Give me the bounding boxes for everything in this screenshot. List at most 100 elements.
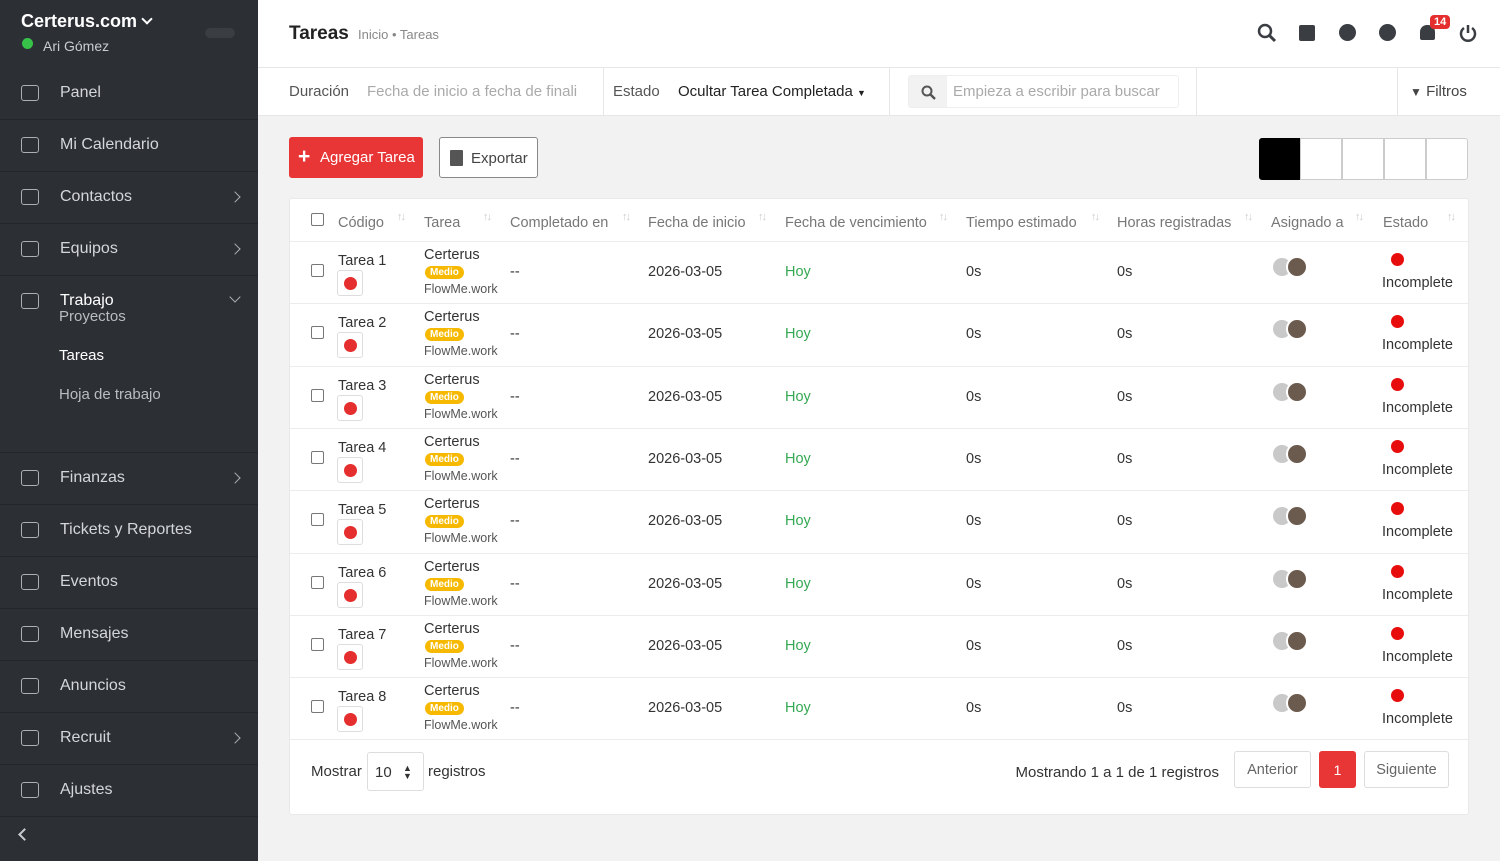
separator xyxy=(1196,68,1197,116)
column-header[interactable]: Completado en xyxy=(510,215,609,231)
completed-on: -- xyxy=(510,326,520,343)
page-button[interactable]: 1 xyxy=(1319,751,1356,788)
menu-icon xyxy=(21,241,39,257)
sort-icon[interactable]: ↑↓ xyxy=(758,211,767,223)
row-checkbox[interactable] xyxy=(311,264,324,277)
sort-icon[interactable]: ↑↓ xyxy=(622,211,631,223)
start-timer-button[interactable] xyxy=(337,519,363,546)
search-box[interactable]: Empieza a escribir para buscar xyxy=(908,75,1179,108)
menu-item[interactable]: Finanzas xyxy=(0,453,258,505)
start-date: 2026-03-05 xyxy=(648,637,723,654)
submenu-item[interactable]: Tareas xyxy=(59,347,105,364)
row-checkbox[interactable] xyxy=(311,326,324,340)
board-view-button[interactable] xyxy=(1300,138,1342,180)
menu-item[interactable]: Recruit xyxy=(0,713,258,765)
task-project[interactable]: Certerus xyxy=(424,683,480,700)
start-timer-button[interactable] xyxy=(337,394,363,421)
start-timer-button[interactable] xyxy=(337,706,363,733)
task-code[interactable]: Tarea 1 xyxy=(338,253,387,269)
export-button[interactable]: Exportar xyxy=(439,137,538,178)
sort-icon[interactable]: ↑↓ xyxy=(483,211,492,223)
task-code[interactable]: Tarea 7 xyxy=(338,626,387,643)
column-header[interactable]: Tarea xyxy=(424,215,461,231)
select-all-checkbox[interactable] xyxy=(311,213,324,226)
logout-icon[interactable] xyxy=(1458,23,1478,43)
row-checkbox[interactable] xyxy=(311,450,324,464)
column-header[interactable]: Fecha de vencimiento xyxy=(785,215,927,231)
sort-icon[interactable]: ↑↓ xyxy=(1244,211,1253,223)
sort-icon[interactable]: ↑↓ xyxy=(939,211,948,223)
task-project[interactable]: Certerus xyxy=(424,558,480,575)
menu-item[interactable]: Eventos xyxy=(0,557,258,609)
task-code[interactable]: Tarea 8 xyxy=(338,689,387,706)
task-code[interactable]: Tarea 6 xyxy=(338,564,387,581)
menu-item[interactable]: Mi Calendario xyxy=(0,120,258,172)
waiting-approval-button[interactable] xyxy=(1426,138,1468,180)
page-size-select[interactable]: 10 ▲ ▼ xyxy=(367,752,424,791)
breadcrumb-item[interactable]: Inicio xyxy=(358,27,389,42)
task-project[interactable]: Certerus xyxy=(424,496,480,513)
pinned-view-button[interactable] xyxy=(1384,138,1426,180)
column-header[interactable]: Fecha de inicio xyxy=(648,215,746,231)
menu-item[interactable]: Equipos xyxy=(0,224,258,276)
task-project[interactable]: Certerus xyxy=(424,620,480,637)
start-timer-button[interactable] xyxy=(337,332,363,359)
sort-icon[interactable]: ↑↓ xyxy=(1091,211,1100,223)
start-timer-button[interactable] xyxy=(337,643,363,670)
sort-icon[interactable]: ↑↓ xyxy=(1355,211,1364,223)
column-header[interactable]: Asignado a xyxy=(1271,215,1344,231)
task-code[interactable]: Tarea 5 xyxy=(338,502,387,519)
menu-item[interactable]: Tickets y Reportes xyxy=(0,505,258,557)
task-project[interactable]: Certerus xyxy=(424,247,480,263)
row-checkbox[interactable] xyxy=(311,575,324,589)
menu-item[interactable]: Anuncios xyxy=(0,661,258,713)
add-task-button[interactable]: + Agregar Tarea xyxy=(289,137,423,178)
company-dropdown[interactable] xyxy=(141,13,153,25)
task-code[interactable]: Tarea 4 xyxy=(338,439,387,456)
start-date: 2026-03-05 xyxy=(648,264,723,280)
previous-button[interactable]: Anterior xyxy=(1234,751,1311,788)
task-code[interactable]: Tarea 3 xyxy=(338,377,387,394)
task-project[interactable]: Certerus xyxy=(424,433,480,450)
column-header[interactable]: Código xyxy=(338,215,384,231)
completed-on: -- xyxy=(510,637,520,654)
menu-item[interactable]: Trabajo xyxy=(0,276,258,328)
row-checkbox[interactable] xyxy=(311,388,324,402)
menu-item[interactable]: Panel xyxy=(0,68,258,120)
task-project[interactable]: Certerus xyxy=(424,371,480,388)
row-checkbox[interactable] xyxy=(311,700,324,714)
row-checkbox[interactable] xyxy=(311,513,324,527)
start-timer-button[interactable] xyxy=(337,270,363,296)
estimated-time: 0s xyxy=(966,450,982,467)
next-button[interactable]: Siguiente xyxy=(1364,751,1449,788)
filters-button[interactable]: ▼ Filtros xyxy=(1410,83,1467,100)
column-header[interactable]: Horas registradas xyxy=(1117,215,1232,231)
clock-icon[interactable] xyxy=(1339,24,1356,41)
sort-icon[interactable]: ↑↓ xyxy=(1447,211,1456,223)
submenu-item[interactable]: Hoja de trabajo xyxy=(59,386,161,403)
task-code[interactable]: Tarea 2 xyxy=(338,315,387,332)
status-select[interactable]: Ocultar Tarea Completada ▼ xyxy=(678,83,866,100)
menu-icon xyxy=(21,137,39,153)
task-project[interactable]: Certerus xyxy=(424,309,480,326)
start-timer-button[interactable] xyxy=(337,456,363,483)
column-header[interactable]: Tiempo estimado xyxy=(966,215,1077,231)
menu-item[interactable]: Mensajes xyxy=(0,609,258,661)
bell-icon[interactable] xyxy=(1420,25,1435,40)
collapse-sidebar[interactable] xyxy=(18,828,31,841)
add-icon[interactable] xyxy=(1379,24,1396,41)
row-checkbox[interactable] xyxy=(311,637,324,651)
list-view-button[interactable] xyxy=(1259,138,1301,180)
date-range-input[interactable]: Fecha de inicio a fecha de finali xyxy=(367,83,578,100)
start-timer-button[interactable] xyxy=(337,581,363,608)
menu-item[interactable]: Ajustes xyxy=(0,765,258,817)
calendar-view-button[interactable] xyxy=(1342,138,1384,180)
notes-icon[interactable] xyxy=(1299,25,1315,41)
search-icon[interactable] xyxy=(1256,22,1278,44)
menu-item[interactable]: Contactos xyxy=(0,172,258,224)
menu-icon xyxy=(21,730,39,746)
sort-icon[interactable]: ↑↓ xyxy=(397,211,406,223)
column-header[interactable]: Estado xyxy=(1383,215,1429,231)
submenu-item[interactable]: Proyectos xyxy=(59,308,126,325)
company-name[interactable]: Certerus.com xyxy=(21,11,138,31)
